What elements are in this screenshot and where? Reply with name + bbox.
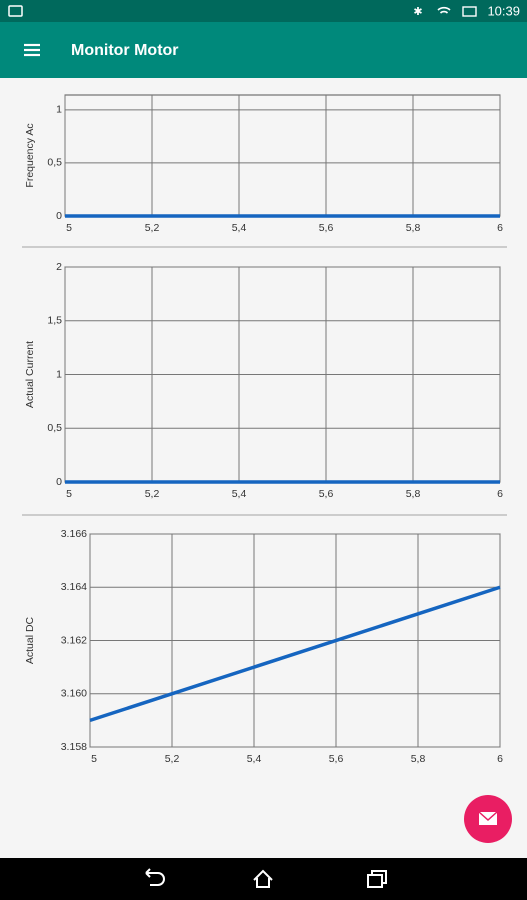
- compose-button[interactable]: [464, 795, 512, 843]
- x-tick-label: 5,8: [411, 753, 426, 765]
- y-tick-label: 1: [56, 104, 62, 116]
- y-axis-title: Actual Current: [24, 341, 36, 408]
- y-tick-label: 0: [56, 476, 62, 488]
- app-title: Monitor Motor: [71, 42, 179, 59]
- app-bar: [0, 22, 527, 78]
- y-tick-label: 3.164: [61, 581, 87, 593]
- battery-icon: [462, 6, 477, 17]
- x-tick-label: 5,6: [319, 488, 334, 500]
- x-tick-label: 6: [497, 488, 503, 500]
- y-tick-label: 3.166: [61, 528, 87, 540]
- x-tick-label: 6: [497, 753, 503, 765]
- y-tick-label: 0,5: [47, 157, 62, 169]
- x-tick-label: 5,4: [232, 222, 247, 234]
- home-button[interactable]: [253, 869, 273, 888]
- plot-area: [64, 94, 501, 217]
- y-axis-title: Actual DC: [24, 616, 36, 664]
- x-tick-label: 5,2: [165, 753, 180, 765]
- x-tick-label: 5,4: [232, 488, 247, 500]
- y-tick-label: 3.162: [61, 634, 87, 646]
- y-tick-label: 2: [56, 261, 62, 273]
- x-tick-label: 5,6: [329, 753, 344, 765]
- x-tick-label: 5,4: [247, 753, 262, 765]
- x-tick-label: 6: [497, 222, 503, 234]
- clock: 10:39: [487, 3, 520, 18]
- status-bar: [0, 0, 527, 22]
- y-tick-label: 1,5: [47, 315, 62, 327]
- data-line: [89, 585, 501, 723]
- x-tick-label: 5,2: [145, 222, 160, 234]
- x-tick-label: 5,8: [406, 488, 421, 500]
- y-tick-label: 0,5: [47, 422, 62, 434]
- wifi-icon: [437, 6, 451, 14]
- x-tick-label: 5,8: [406, 222, 421, 234]
- menu-button[interactable]: [24, 43, 40, 57]
- x-tick-label: 5,2: [145, 488, 160, 500]
- y-tick-label: 1: [56, 368, 62, 380]
- recents-button[interactable]: [367, 870, 387, 888]
- notification-icon: [8, 5, 23, 17]
- y-tick-label: 0: [56, 210, 62, 222]
- x-tick-label: 5: [91, 753, 97, 765]
- x-tick-label: 5: [66, 222, 72, 234]
- x-tick-label: 5: [66, 488, 72, 500]
- y-tick-label: 3.158: [61, 741, 87, 753]
- navigation-bar: [0, 858, 527, 900]
- back-button[interactable]: [145, 868, 165, 886]
- bluetooth-icon: ✱: [413, 6, 422, 18]
- y-tick-label: 3.160: [61, 688, 87, 700]
- y-axis-title: Frequency Ac: [24, 123, 36, 187]
- x-tick-label: 5,6: [319, 222, 334, 234]
